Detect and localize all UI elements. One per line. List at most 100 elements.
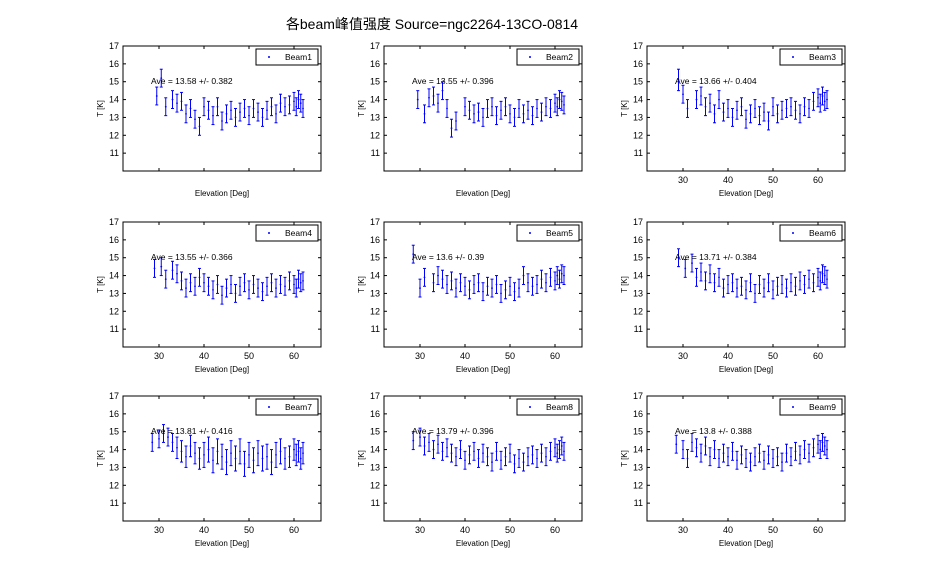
average-annotation: Ave = 13.6 +/- 0.39	[412, 252, 484, 262]
data-point	[294, 443, 298, 467]
point-marker	[185, 287, 187, 289]
point-marker	[428, 96, 430, 99]
data-point	[175, 93, 179, 113]
data-point	[229, 100, 233, 120]
data-point	[513, 108, 516, 127]
data-point	[758, 106, 761, 126]
data-point	[256, 102, 260, 122]
point-marker	[545, 455, 547, 458]
data-point	[477, 449, 480, 468]
data-point	[243, 273, 246, 293]
point-marker	[275, 112, 277, 115]
data-point	[526, 273, 530, 293]
point-marker	[450, 280, 453, 282]
point-marker	[203, 105, 205, 108]
panel-8: 11 12 13 14 15 16 17 30 40 50 60 Elevation [Deg] T […	[357, 391, 583, 548]
point-marker	[531, 454, 534, 456]
point-marker	[416, 98, 419, 101]
y-tick-label: 15	[109, 427, 119, 437]
point-marker	[509, 452, 511, 455]
y-tick-label: 16	[109, 409, 119, 419]
point-marker	[216, 450, 219, 453]
point-marker	[160, 265, 163, 268]
data-point	[531, 445, 534, 465]
average-annotation: Ave = 13.66 +/- 0.404	[675, 76, 757, 86]
data-point	[785, 99, 788, 118]
data-point	[292, 91, 296, 111]
y-tick-label: 14	[370, 271, 380, 281]
average-annotation: Ave = 13.55 +/- 0.366	[151, 252, 233, 262]
y-tick-label: 13	[370, 462, 380, 472]
data-point	[247, 280, 251, 300]
point-marker	[432, 448, 435, 451]
point-marker	[266, 285, 268, 288]
data-point	[740, 445, 743, 465]
point-marker	[248, 288, 250, 291]
point-marker	[518, 287, 520, 289]
point-marker	[713, 112, 716, 115]
data-point	[418, 278, 422, 298]
point-marker	[763, 459, 765, 462]
point-marker	[713, 448, 716, 451]
data-point	[472, 275, 476, 294]
data-point	[708, 264, 712, 284]
point-marker	[423, 276, 426, 279]
data-point	[243, 450, 246, 477]
data-point	[695, 438, 698, 458]
point-marker	[700, 452, 702, 455]
data-point	[472, 441, 476, 461]
data-point	[477, 273, 480, 293]
point-marker	[695, 276, 698, 279]
point-marker	[823, 445, 826, 447]
point-marker	[772, 105, 774, 108]
data-point	[535, 99, 539, 118]
data-point	[812, 91, 815, 111]
data-point	[247, 106, 251, 126]
y-tick-label: 17	[370, 41, 380, 51]
data-point	[207, 100, 210, 120]
y-tick-label: 11	[371, 498, 380, 508]
point-marker	[203, 281, 205, 284]
data-point	[155, 86, 159, 106]
point-marker	[180, 280, 183, 282]
legend-marker	[529, 232, 531, 234]
data-point	[683, 259, 687, 278]
legend-label: Beam1	[285, 52, 312, 62]
data-point	[789, 97, 793, 117]
data-point	[508, 276, 512, 296]
point-marker	[207, 285, 210, 288]
point-marker	[446, 446, 448, 449]
point-marker	[540, 452, 543, 455]
data-point	[726, 275, 730, 294]
legend: Beam3	[779, 48, 843, 66]
point-marker	[473, 112, 475, 115]
point-marker	[740, 105, 743, 108]
point-marker	[563, 450, 565, 453]
point-marker	[194, 452, 196, 455]
point-marker	[164, 105, 167, 108]
data-point	[198, 447, 201, 470]
point-marker	[826, 448, 828, 451]
data-point	[270, 273, 273, 293]
point-marker	[817, 443, 819, 446]
x-axis-label: Elevation [Deg]	[195, 539, 249, 548]
data-point	[211, 447, 215, 474]
legend-box	[255, 48, 319, 66]
point-marker	[412, 439, 415, 442]
x-tick-label: 40	[723, 351, 733, 361]
legend: Beam1	[255, 48, 319, 66]
point-marker	[212, 288, 214, 291]
point-marker	[740, 454, 743, 456]
x-tick-label: 40	[199, 525, 209, 535]
plot-frame	[646, 45, 846, 172]
point-marker	[549, 450, 552, 453]
point-marker	[684, 267, 687, 270]
point-marker	[745, 288, 747, 291]
y-tick-label: 11	[634, 148, 643, 158]
point-marker	[450, 127, 453, 130]
point-marker	[266, 109, 268, 112]
data-point	[722, 102, 725, 122]
data-point	[526, 447, 530, 467]
legend: Beam9	[779, 398, 843, 416]
x-tick-label: 50	[505, 351, 515, 361]
